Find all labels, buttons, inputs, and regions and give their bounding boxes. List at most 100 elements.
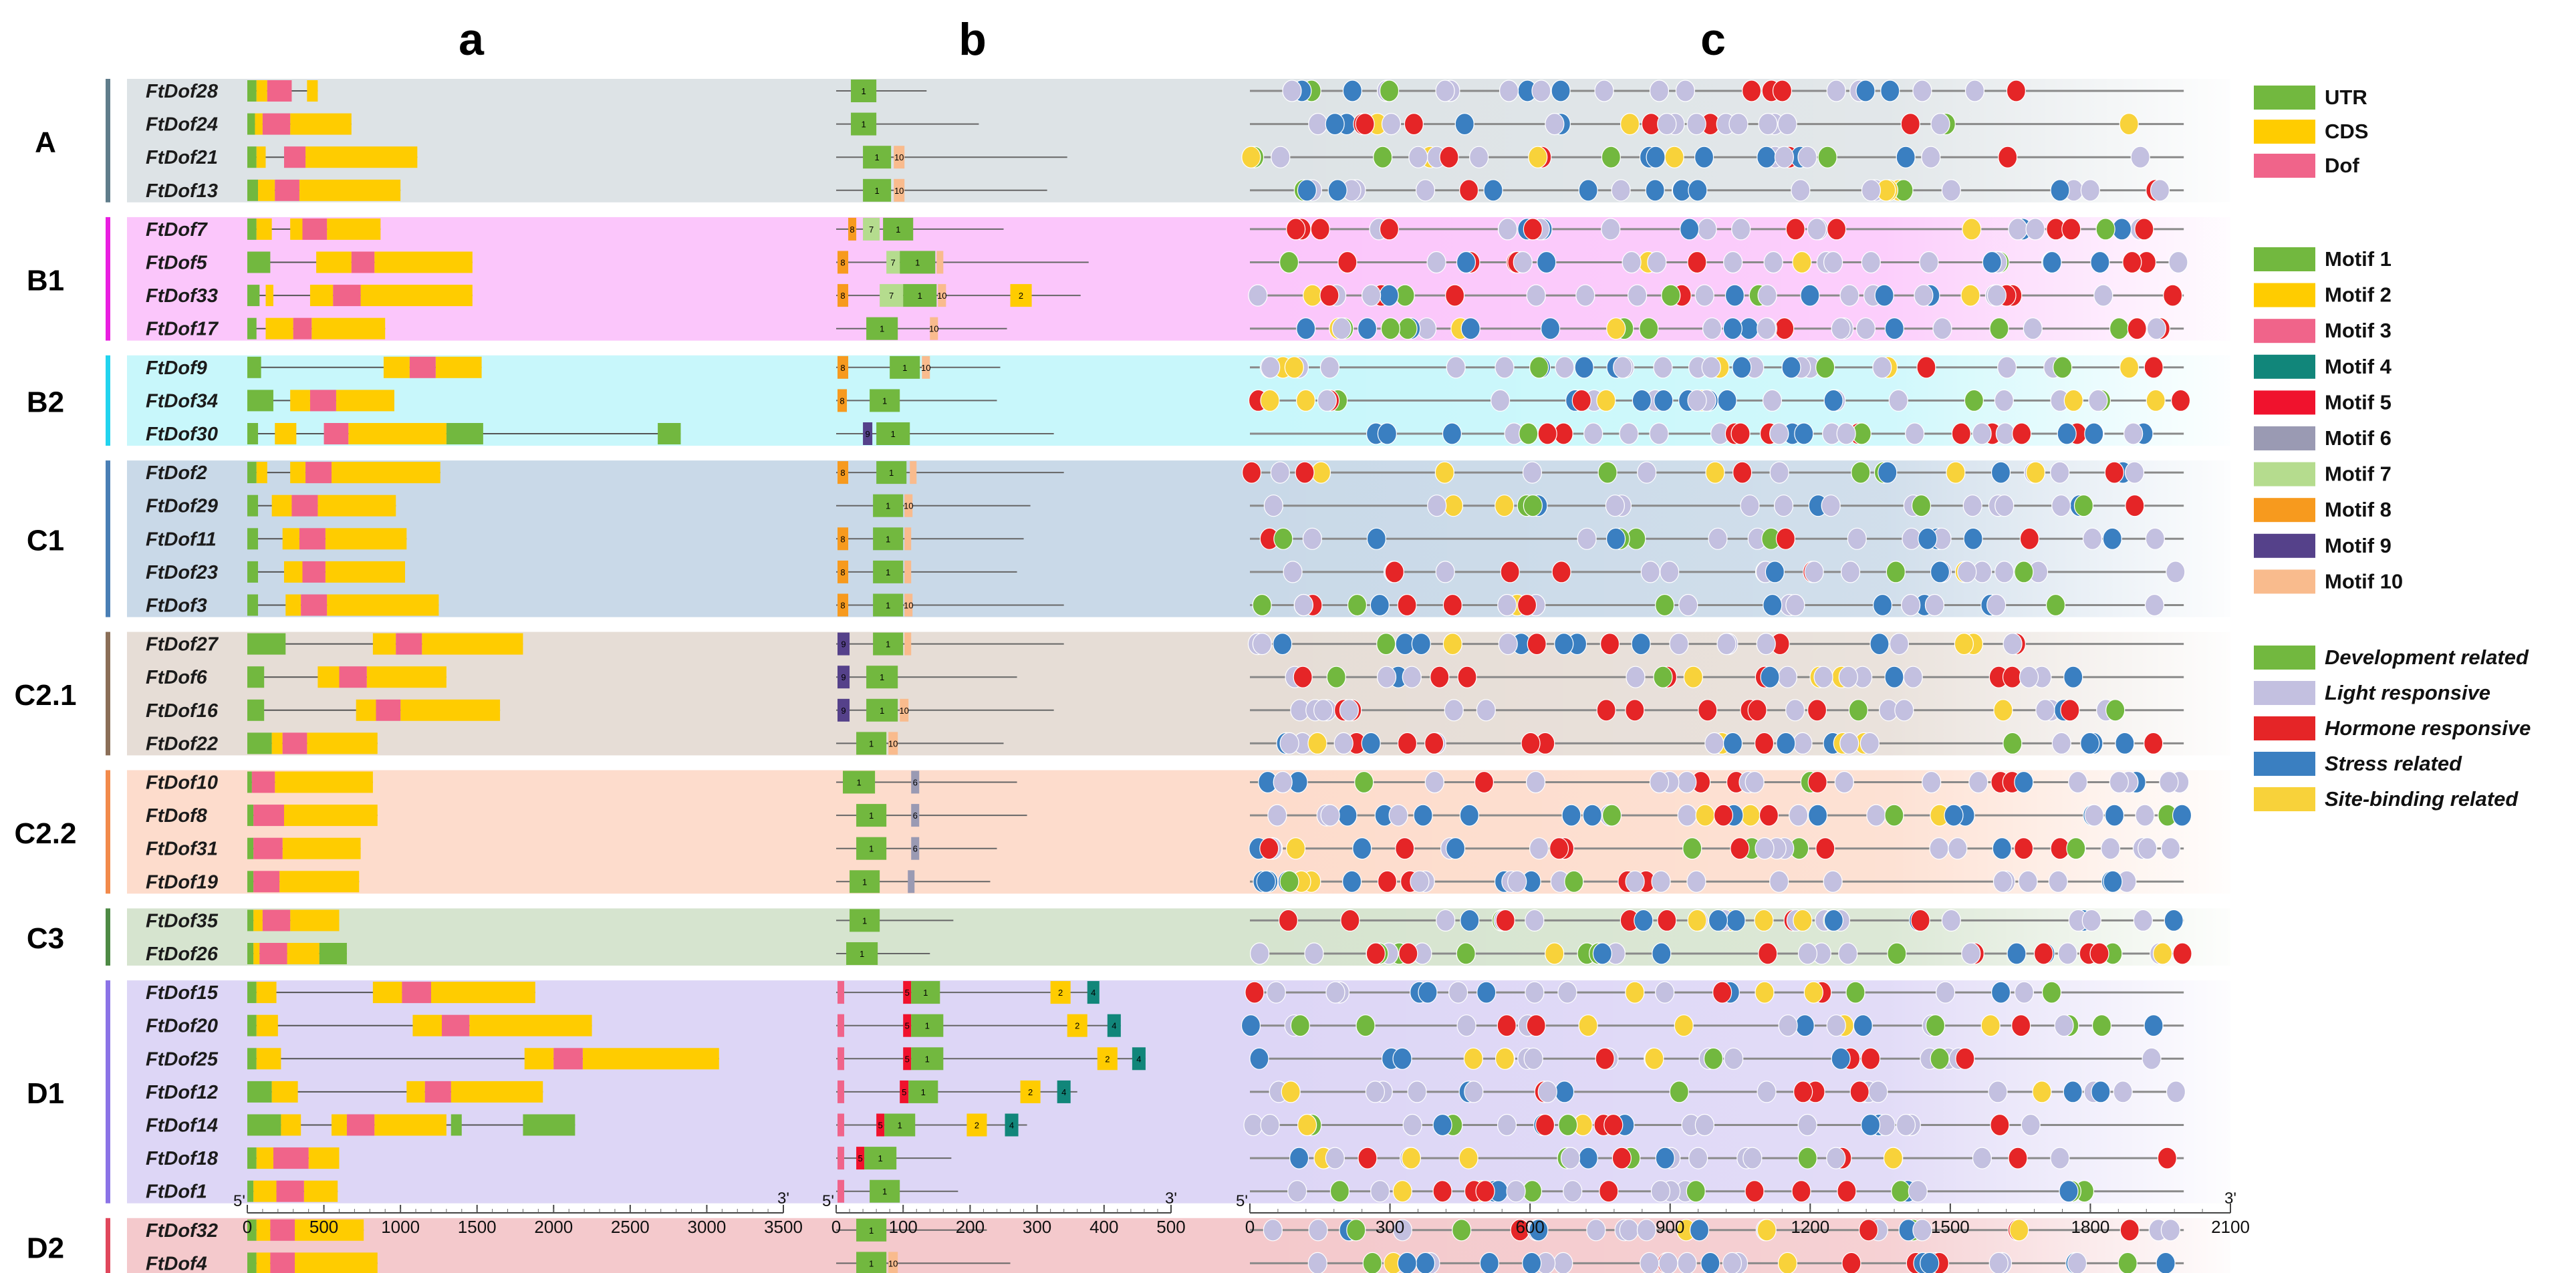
group-label: A <box>35 126 56 158</box>
cis-element-dev <box>2091 1014 2112 1037</box>
cis-element-hormone <box>1713 804 1734 827</box>
cis-element-light <box>1962 494 1982 517</box>
utr-block <box>247 356 261 378</box>
group-label: C3 <box>27 922 64 955</box>
cis-element-stress <box>1411 632 1431 656</box>
cis-element-stress <box>1860 1113 1881 1137</box>
group-color-bar <box>106 355 110 446</box>
cis-element-light <box>1410 870 1430 893</box>
cis-element-stress <box>1445 837 1466 860</box>
utr-block <box>247 146 257 168</box>
motif-number: 9 <box>865 429 870 439</box>
axis-tick-label: 200 <box>956 1217 985 1237</box>
cds-block <box>271 732 283 754</box>
cis-element-site <box>1401 1147 1421 1169</box>
cis-element-stress <box>1366 527 1386 550</box>
motif-block <box>873 527 904 551</box>
motif-number: 1 <box>921 1087 926 1097</box>
motif-block <box>863 146 892 169</box>
cis-element-stress <box>1418 981 1438 1004</box>
motif-number: 1 <box>862 877 867 887</box>
legend-label: Stress related <box>2325 752 2462 775</box>
cis-element-site <box>1644 1047 1664 1070</box>
motif-block <box>838 389 848 412</box>
motif-number: 2 <box>1019 291 1023 301</box>
cis-element-stress <box>1632 389 1652 412</box>
cis-element-light <box>1271 146 1291 168</box>
dof-block <box>291 494 318 517</box>
motif-number: 1 <box>915 258 920 268</box>
cis-element-light <box>1427 494 1447 517</box>
utr-block <box>247 1081 272 1103</box>
cis-element-light <box>1446 356 1466 379</box>
cis-element-hormone <box>1397 593 1417 617</box>
cis-element-light <box>1986 593 2007 617</box>
cis-element-light <box>2003 632 2023 656</box>
cis-element-light <box>1821 494 1841 517</box>
cis-element-dev <box>1891 1180 1911 1203</box>
cis-element-light <box>1308 1219 1328 1242</box>
axis-five-prime: 5' <box>822 1192 834 1210</box>
motif-block <box>866 317 898 340</box>
cis-element-light <box>1968 770 1988 794</box>
cis-element-dev <box>1252 593 1272 617</box>
cis-element-stress <box>1800 284 1820 307</box>
cis-element-light <box>1655 981 1675 1004</box>
cis-element-stress <box>1459 804 1479 827</box>
cis-element-stress <box>2090 251 2110 274</box>
cis-element-hormone <box>1430 666 1450 688</box>
motif-block <box>911 981 940 1004</box>
cis-element-light <box>1769 461 1789 484</box>
motif-block <box>894 178 905 202</box>
motif-number: 4 <box>1112 1021 1116 1031</box>
cis-element-stress <box>1352 837 1372 860</box>
cis-element-stress <box>1483 179 1503 202</box>
cis-element-site <box>1946 461 1966 484</box>
cis-element-hormone <box>2134 218 2154 241</box>
cis-element-light <box>2124 461 2145 484</box>
motif-number: 8 <box>840 601 845 611</box>
cis-element-stress <box>1289 1147 1309 1169</box>
cis-element-light <box>1961 942 1981 965</box>
cis-element-light <box>1932 317 1952 340</box>
cis-element-stress <box>1722 732 1743 755</box>
motif-number: 1 <box>880 672 884 682</box>
utr-block <box>523 1114 575 1136</box>
gene-label: FtDof24 <box>146 114 218 136</box>
cis-element-dev <box>1529 356 1549 379</box>
dof-block <box>301 594 328 616</box>
cis-element-stress <box>1781 356 1801 379</box>
gene-label: FtDof16 <box>146 700 219 722</box>
cis-element-hormone <box>1772 80 1793 102</box>
cis-element-hormone <box>1730 422 1751 445</box>
cds-block <box>317 494 396 517</box>
cis-element-site <box>1285 837 1306 860</box>
cis-element-stress <box>1241 1014 1261 1037</box>
cis-element-site <box>1883 1147 1904 1169</box>
cis-element-dev <box>1886 561 1906 583</box>
cis-element-dev <box>1356 1014 1376 1037</box>
cis-element-light <box>1924 593 1945 617</box>
gene-label: FtDof33 <box>146 285 218 307</box>
motif-block <box>838 461 849 484</box>
cis-element-light <box>1687 389 1707 412</box>
cis-element-dev <box>1703 1047 1724 1070</box>
cis-element-hormone <box>1775 527 1796 550</box>
axis-three-prime: 3' <box>777 1189 789 1208</box>
cis-element-light <box>2051 732 2071 755</box>
cis-element-hormone <box>1397 732 1418 755</box>
cis-element-stress <box>1776 732 1796 755</box>
cis-element-light <box>2067 1252 2087 1273</box>
cis-element-light <box>1560 1147 1581 1169</box>
cis-element-light <box>1436 909 1456 932</box>
cis-element-stress <box>1413 804 1433 827</box>
gene-label: FtDof19 <box>146 871 218 893</box>
cis-element-stress <box>1763 593 1783 617</box>
cis-element-light <box>1308 113 1328 136</box>
motif-number: 1 <box>869 1226 874 1236</box>
motif-block <box>1132 1047 1146 1071</box>
motif-block <box>903 1047 912 1071</box>
utr-block <box>247 633 286 655</box>
cis-element-site <box>1528 146 1548 168</box>
cis-element-light <box>1636 1219 1657 1242</box>
